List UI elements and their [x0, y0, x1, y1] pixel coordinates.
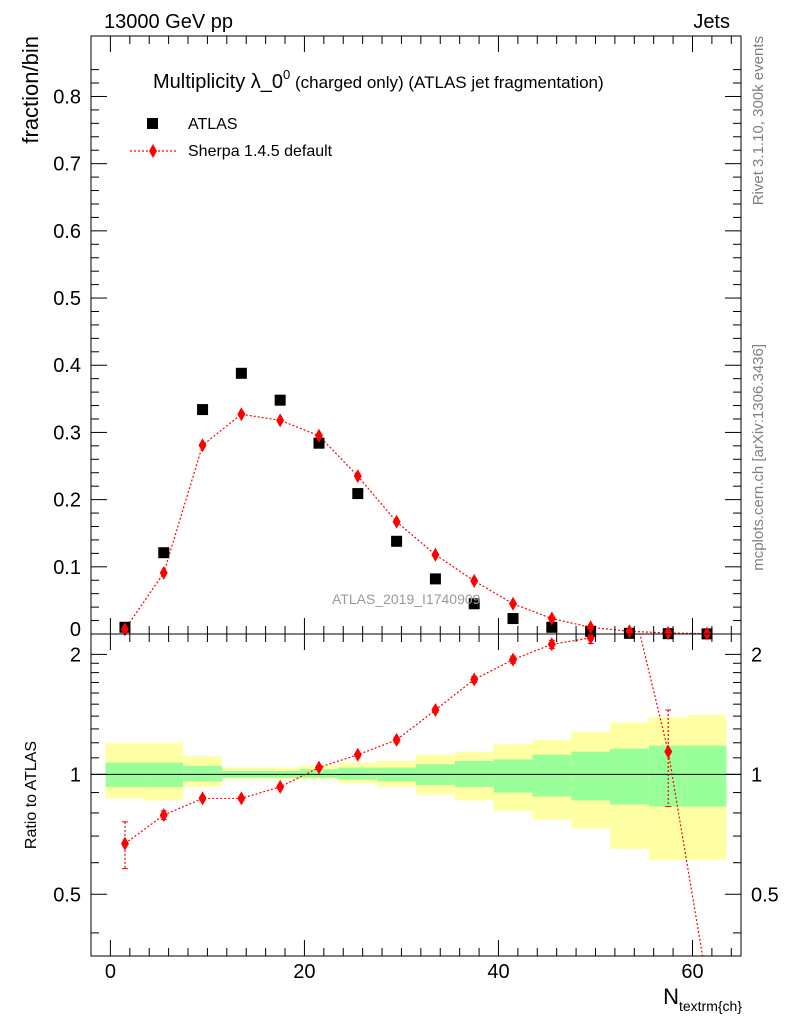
- main-panel: 0 0.1 0.2 0.3 0.4 0.5 0.6 0.7 0.8 fraction/bin M…: [18, 35, 742, 641]
- atlas-point: [235, 367, 247, 379]
- chart-title-sup: 0: [283, 67, 290, 82]
- main-ytick-label: 0.6: [53, 221, 81, 243]
- sherpa-point: [276, 413, 285, 428]
- ratio-sherpa-point: [431, 703, 440, 718]
- main-ytick-label: 0.5: [53, 288, 81, 310]
- ratio-ylabel: Ratio to ATLAS: [23, 741, 40, 849]
- atlas-point: [391, 535, 403, 547]
- atlas-point: [507, 613, 519, 625]
- ratio-sherpa-point: [586, 634, 595, 645]
- ratio-ytick-label: 0.5: [53, 884, 81, 906]
- ratio-sherpa-point: [392, 732, 401, 747]
- stat-uncertainty-band: [610, 748, 649, 805]
- x-axis-label-main: N: [663, 984, 679, 1009]
- sherpa-point: [470, 573, 479, 588]
- main-ytick-label: 0.8: [53, 86, 81, 108]
- stat-uncertainty-band: [183, 765, 222, 782]
- atlas-point: [352, 488, 364, 500]
- atlas-point: [274, 394, 286, 406]
- ratio-sherpa-point: [276, 779, 285, 794]
- atlas-point: [158, 547, 170, 559]
- sherpa-point: [120, 622, 129, 637]
- legend-marker-atlas: [147, 118, 158, 129]
- ratio-ytick-label-right: 2: [751, 644, 762, 666]
- sherpa-point: [625, 624, 634, 639]
- legend-marker-sherpa: [149, 144, 157, 158]
- ratio-sherpa-point: [159, 808, 168, 823]
- stat-uncertainty-band: [687, 745, 727, 807]
- stat-uncertainty-band: [493, 759, 533, 793]
- atlas-point: [468, 598, 480, 610]
- xtick-label: 20: [293, 961, 315, 983]
- sherpa-line: [124, 413, 708, 635]
- sherpa-point: [198, 438, 207, 453]
- xtick-label: 40: [487, 961, 509, 983]
- sherpa-point: [586, 620, 595, 635]
- ratio-sherpa-point: [120, 836, 129, 851]
- ratio-sherpa-point: [314, 760, 323, 775]
- legend-label-sherpa: Sherpa 1.4.5 default: [188, 143, 333, 160]
- main-ylabel: fraction/bin: [18, 36, 43, 144]
- main-ytick-label: 0: [70, 619, 81, 641]
- ratio-sherpa-point: [547, 637, 556, 652]
- stat-uncertainty-band: [338, 767, 378, 780]
- sherpa-point: [314, 428, 323, 443]
- stat-uncertainty-band: [571, 751, 611, 801]
- atlas-point: [546, 621, 558, 633]
- ratio-y-axis: 0.5 0.5 1 1 2 2: [53, 644, 779, 934]
- main-ytick-label: 0.4: [53, 355, 81, 377]
- sherpa-point: [547, 611, 556, 626]
- ratio-sherpa-point: [198, 791, 207, 806]
- sherpa-point: [353, 469, 362, 484]
- header-left: 13000 GeV pp: [104, 11, 233, 33]
- ratio-ytick-label-right: 1: [751, 764, 762, 786]
- main-ytick-label: 0.2: [53, 490, 81, 512]
- ratio-sherpa-point: [470, 672, 479, 687]
- x-axis-label-sub: textrm{ch}: [679, 998, 742, 1014]
- x-axis-label: Ntextrm{ch}: [663, 984, 742, 1014]
- xtick-label: 60: [681, 961, 703, 983]
- sherpa-point: [159, 565, 168, 580]
- sherpa-point: [664, 625, 673, 640]
- sherpa-point: [509, 596, 518, 611]
- ratio-panel: 0.5 0.5 1 1 2 2 0 20 40 60 Ratio to ATLAS Ntextr…: [23, 633, 779, 1014]
- ratio-plot-area: [91, 634, 741, 956]
- ratio-ytick-label-right: 0.5: [751, 884, 779, 906]
- legend: ATLAS Sherpa 1.4.5 default: [130, 116, 333, 160]
- main-ytick-label: 0.1: [53, 557, 81, 579]
- main-ytick-label: 0.3: [53, 422, 81, 444]
- ratio-sherpa-point: [664, 744, 673, 759]
- mcplots-label: mcplots.cern.ch [arXiv:1306.3436]: [750, 344, 767, 571]
- main-ytick-label: 0.7: [53, 154, 81, 176]
- chart-title-rest: (charged only) (ATLAS jet fragmentation): [290, 73, 603, 92]
- ratio-clipped: [91, 634, 741, 956]
- ratio-sherpa-line: [124, 634, 704, 956]
- atlas-point: [313, 437, 325, 449]
- sherpa-point: [392, 514, 401, 529]
- chart-title: Multiplicity λ_00 (charged only) (ATLAS …: [153, 67, 604, 93]
- atlas-point: [197, 404, 209, 416]
- ratio-ytick-label: 1: [70, 764, 81, 786]
- sherpa-point: [237, 407, 246, 422]
- analysis-watermark: ATLAS_2019_I1740909: [332, 591, 481, 607]
- xtick-label: 0: [105, 961, 116, 983]
- ratio-sherpa-point: [353, 747, 362, 762]
- ratio-sherpa-point: [237, 791, 246, 806]
- ratio-frame: [90, 633, 742, 957]
- stat-uncertainty-band: [532, 754, 572, 797]
- chart-title-main: Multiplicity λ_0: [153, 71, 283, 93]
- legend-label-atlas: ATLAS: [188, 116, 238, 133]
- rivet-label: Rivet 3.1.10, 300k events: [750, 36, 767, 205]
- ratio-sherpa-point: [509, 652, 518, 667]
- main-y-axis: 0 0.1 0.2 0.3 0.4 0.5 0.6 0.7 0.8: [53, 36, 741, 641]
- atlas-point: [429, 573, 441, 585]
- sherpa-point: [431, 547, 440, 562]
- ratio-ytick-label: 2: [70, 644, 81, 666]
- x-axis: 0 20 40 60: [105, 634, 732, 983]
- header-right: Jets: [693, 11, 730, 33]
